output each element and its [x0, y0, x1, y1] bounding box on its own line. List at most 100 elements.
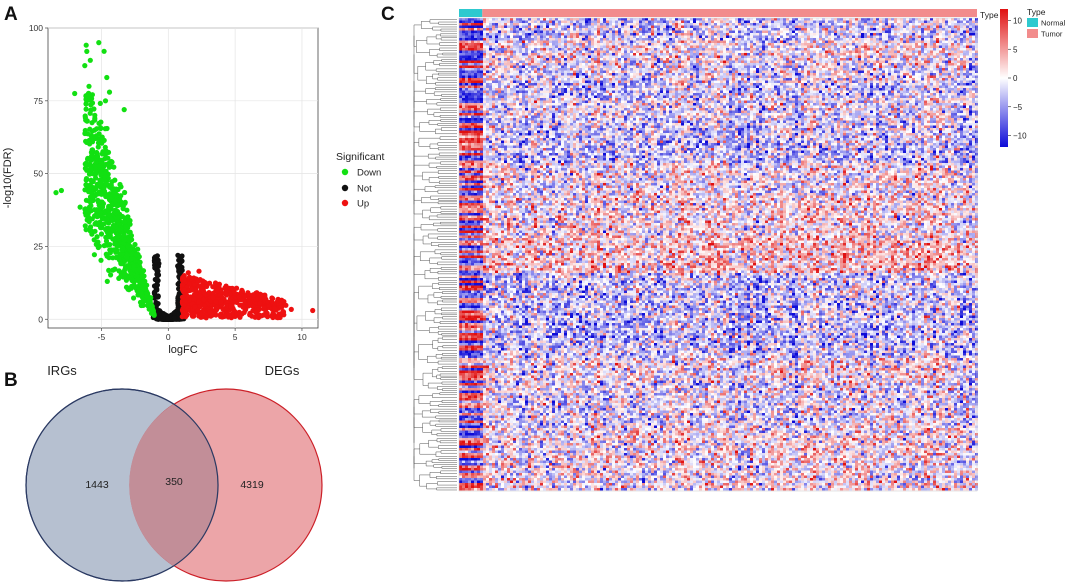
heatmap-cell: [756, 40, 759, 43]
heatmap-cell: [465, 18, 468, 21]
heatmap-cell: [750, 33, 753, 36]
heatmap-cell: [720, 40, 723, 43]
heatmap-cell: [522, 43, 525, 46]
heatmap-cell: [468, 20, 471, 23]
heatmap-cell: [720, 38, 723, 41]
heatmap-cell: [870, 38, 873, 41]
heatmap-cell: [471, 38, 474, 41]
heatmap-cell: [915, 20, 918, 23]
heatmap-cell: [600, 38, 603, 41]
heatmap-cell: [894, 20, 897, 23]
heatmap-cell: [543, 28, 546, 31]
heatmap-cell: [723, 43, 726, 46]
heatmap-cell: [972, 23, 975, 26]
heatmap-cell: [876, 20, 879, 23]
heatmap-cell: [915, 40, 918, 43]
heatmap-cell: [621, 45, 624, 48]
heatmap-cell: [555, 38, 558, 41]
heatmap-cell: [462, 18, 465, 21]
heatmap-cell: [708, 23, 711, 26]
heatmap-cell: [804, 25, 807, 28]
heatmap-cell: [576, 18, 579, 21]
heatmap-cell: [885, 25, 888, 28]
heatmap-cell: [525, 33, 528, 36]
heatmap-cell: [516, 35, 519, 38]
heatmap-cell: [555, 28, 558, 31]
heatmap-cell: [744, 45, 747, 48]
dendrogram-branch: [440, 28, 445, 32]
heatmap-cell: [576, 20, 579, 23]
heatmap-cell: [582, 28, 585, 31]
heatmap-cell: [924, 20, 927, 23]
heatmap-cell: [822, 40, 825, 43]
panel-label-b: B: [4, 370, 18, 391]
heatmap-cell: [867, 20, 870, 23]
heatmap-cell: [885, 40, 888, 43]
heatmap-cell: [528, 20, 531, 23]
heatmap-cell: [561, 28, 564, 31]
heatmap-cell: [819, 25, 822, 28]
heatmap-cell: [585, 33, 588, 36]
heatmap-cell: [891, 25, 894, 28]
heatmap-cell: [717, 35, 720, 38]
heatmap-cell: [474, 23, 477, 26]
heatmap-cell: [780, 48, 783, 51]
heatmap-cell: [690, 25, 693, 28]
heatmap-cell: [801, 25, 804, 28]
point-up: [250, 292, 256, 298]
heatmap-cell: [576, 35, 579, 38]
heatmap-cell: [804, 45, 807, 48]
heatmap-cell: [927, 23, 930, 26]
heatmap-cell: [573, 20, 576, 23]
point-down: [82, 161, 88, 167]
heatmap-cell: [786, 20, 789, 23]
heatmap-cell: [819, 35, 822, 38]
heatmap-cell: [813, 48, 816, 51]
heatmap-cell: [759, 28, 762, 31]
heatmap-cell: [693, 45, 696, 48]
heatmap-cell: [558, 28, 561, 31]
heatmap-cell: [837, 33, 840, 36]
heatmap-cell: [690, 20, 693, 23]
point-down: [91, 237, 97, 243]
venn-count-degs-only: 4319: [240, 479, 264, 491]
heatmap-cell: [480, 45, 483, 48]
heatmap-cell: [459, 45, 462, 48]
heatmap-cell: [948, 28, 951, 31]
heatmap-cell: [621, 48, 624, 51]
heatmap-cell: [642, 38, 645, 41]
heatmap-cell: [504, 23, 507, 26]
heatmap-cell: [636, 33, 639, 36]
heatmap-cell: [675, 33, 678, 36]
heatmap-cell: [516, 25, 519, 28]
heatmap-cell: [477, 25, 480, 28]
heatmap-cell: [807, 25, 810, 28]
heatmap-cell: [636, 43, 639, 46]
heatmap-cell: [633, 43, 636, 46]
heatmap-cell: [630, 30, 633, 33]
heatmap-cell: [495, 18, 498, 21]
dendrogram-branch: [438, 176, 445, 179]
heatmap-cell: [561, 35, 564, 38]
dendrogram-branch: [440, 470, 445, 474]
point-down: [83, 42, 89, 48]
heatmap-cell: [822, 35, 825, 38]
heatmap-cell: [897, 43, 900, 46]
heatmap-cell: [960, 25, 963, 28]
heatmap-cell: [684, 20, 687, 23]
heatmap-cell: [777, 48, 780, 51]
heatmap-cell: [777, 45, 780, 48]
heatmap-cell: [645, 20, 648, 23]
heatmap-cell: [747, 25, 750, 28]
heatmap-cell: [552, 38, 555, 41]
dendrogram-branch: [413, 448, 427, 464]
heatmap-cell: [633, 38, 636, 41]
heatmap-cell: [468, 43, 471, 46]
heatmap-cell: [660, 25, 663, 28]
heatmap-cell: [786, 40, 789, 43]
heatmap-cell: [885, 30, 888, 33]
heatmap-cell: [717, 23, 720, 26]
heatmap-cell: [765, 40, 768, 43]
heatmap-cell: [669, 20, 672, 23]
heatmap-cell: [771, 33, 774, 36]
